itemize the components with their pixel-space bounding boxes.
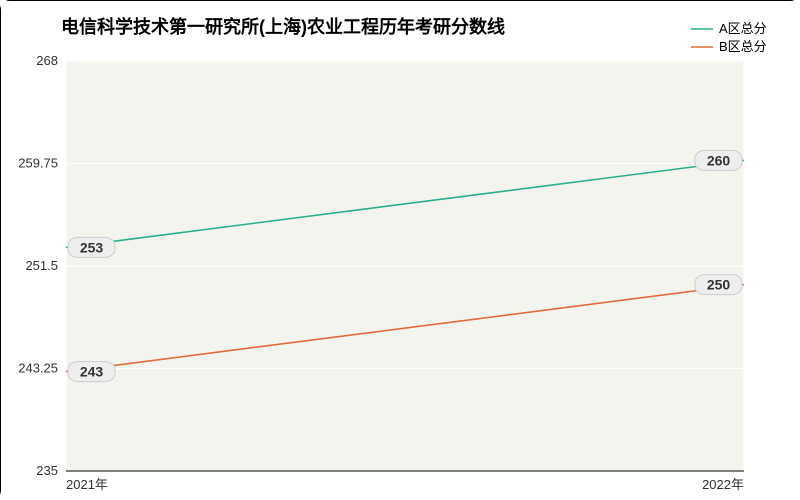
y-tick-label: 235 [36, 463, 58, 478]
y-tick-label: 259.75 [18, 156, 58, 171]
value-label: 260 [707, 152, 731, 168]
value-label: 250 [707, 277, 731, 293]
y-tick-label: 243.25 [18, 361, 58, 376]
chart-svg: 电信科学技术第一研究所(上海)农业工程历年考研分数线 235 243.25 251.5… [1, 1, 800, 500]
y-tick-label: 268 [36, 53, 58, 68]
x-tick-label: 2022年 [702, 477, 744, 492]
legend-label: B区总分 [719, 39, 767, 54]
legend-label: A区总分 [719, 21, 767, 36]
value-label: 253 [80, 239, 104, 255]
line-chart: { "chart": { "type": "line", "title": "电… [0, 0, 800, 500]
y-tick-label: 251.5 [25, 258, 58, 273]
chart-title: 电信科学技术第一研究所(上海)农业工程历年考研分数线 [61, 16, 505, 37]
x-tick-label: 2021年 [66, 477, 108, 492]
value-label: 243 [80, 364, 104, 380]
